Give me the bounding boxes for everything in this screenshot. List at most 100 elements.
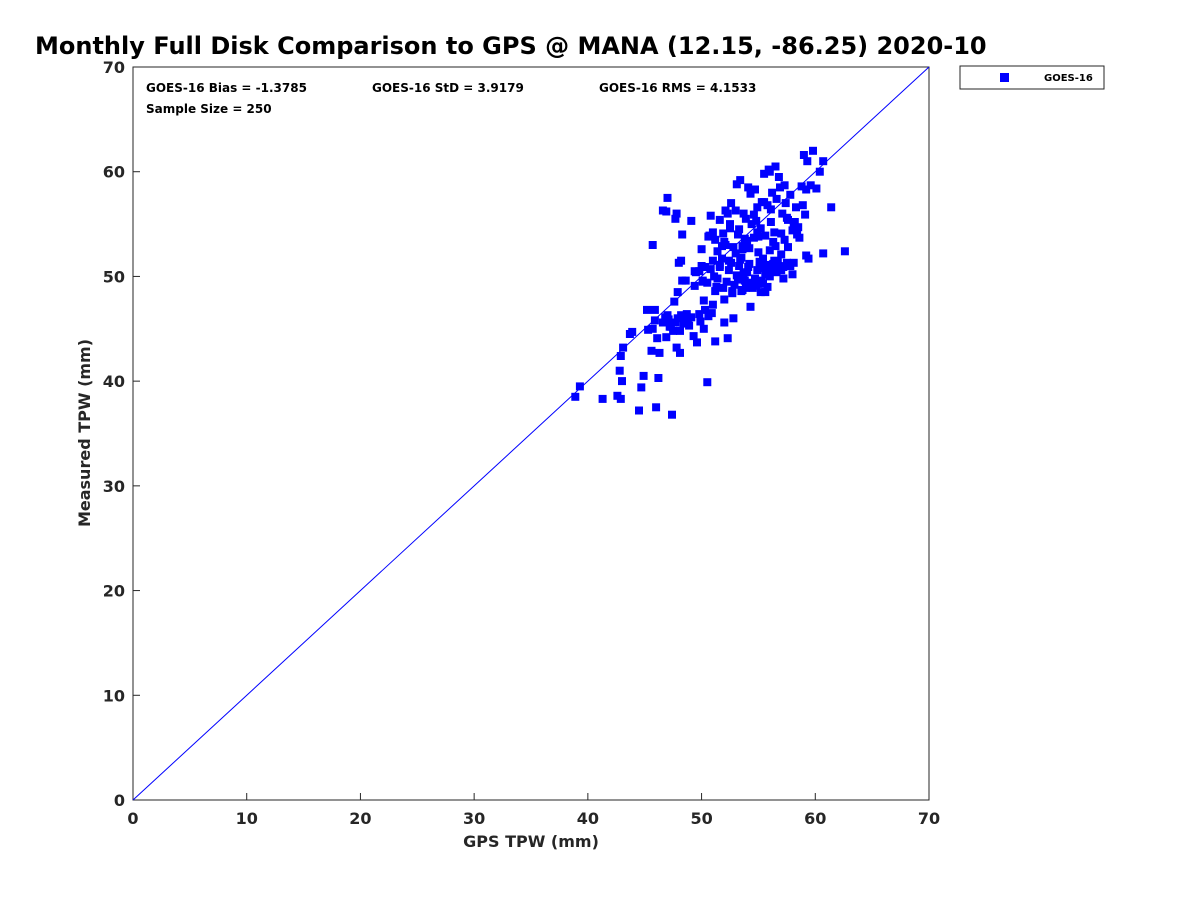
data-point — [643, 305, 651, 314]
data-point — [798, 201, 807, 210]
data-point — [663, 311, 672, 320]
data-point — [773, 257, 782, 266]
data-point — [648, 241, 657, 249]
data-point — [819, 157, 828, 166]
legend: GOES-16 — [959, 65, 1105, 90]
data-point — [732, 271, 741, 280]
data-point — [809, 146, 817, 155]
y-axis-label: Measured TPW (mm) — [75, 339, 94, 527]
data-point — [741, 283, 750, 292]
data-point — [788, 226, 797, 235]
data-point — [752, 216, 761, 225]
data-point — [619, 343, 628, 352]
data-point — [652, 403, 661, 412]
data-point — [746, 302, 755, 311]
data-point — [666, 322, 675, 331]
data-point — [729, 243, 738, 252]
data-point — [754, 232, 763, 241]
data-point — [797, 182, 806, 191]
y-tick-label: 70 — [103, 58, 125, 77]
data-point — [672, 343, 681, 352]
x-axis: 0 10 20 30 40 50 60 70 — [127, 793, 940, 828]
data-point — [730, 280, 739, 289]
data-point — [735, 225, 744, 234]
data-point — [812, 184, 821, 193]
chart-title: Monthly Full Disk Comparison to GPS @ MA… — [35, 32, 987, 60]
data-point — [727, 199, 736, 208]
data-point — [708, 256, 717, 265]
data-point — [739, 209, 748, 218]
data-point — [819, 249, 828, 258]
data-point — [739, 269, 748, 278]
data-point — [731, 206, 740, 215]
data-point — [699, 296, 708, 305]
data-point — [671, 214, 680, 223]
data-point — [784, 243, 792, 252]
bias-stat: GOES-16 Bias = -1.3785 — [146, 81, 307, 95]
data-point — [749, 233, 758, 242]
data-point — [703, 378, 712, 387]
data-point — [703, 278, 712, 287]
data-point — [768, 188, 777, 197]
data-point — [768, 265, 777, 274]
data-point — [658, 318, 667, 327]
data-point — [650, 316, 659, 325]
data-point — [751, 274, 759, 283]
data-point — [712, 282, 721, 291]
data-point — [689, 332, 698, 341]
data-point — [662, 207, 671, 216]
data-point — [770, 228, 779, 237]
data-point — [682, 310, 691, 319]
y-tick-label: 40 — [103, 372, 125, 391]
x-tick-label: 70 — [918, 809, 940, 828]
data-point — [735, 262, 744, 270]
data-point — [669, 326, 678, 335]
data-point — [618, 377, 626, 386]
data-point — [715, 215, 724, 224]
data-point — [726, 224, 734, 233]
data-point — [789, 258, 798, 267]
data-point — [676, 348, 684, 357]
data-point — [756, 224, 765, 233]
data-point — [762, 267, 771, 276]
data-point — [803, 157, 812, 166]
rms-stat: GOES-16 RMS = 4.1533 — [599, 81, 756, 95]
data-point — [795, 233, 804, 242]
data-point — [760, 198, 769, 207]
sample-size-stat: Sample Size = 250 — [146, 102, 272, 116]
data-point — [696, 317, 705, 326]
legend-label: GOES-16 — [1044, 73, 1093, 84]
data-point — [765, 167, 774, 176]
data-point — [706, 211, 715, 220]
data-point — [711, 287, 720, 296]
x-tick-label: 30 — [463, 809, 485, 828]
data-point — [756, 288, 765, 297]
data-point — [747, 278, 756, 287]
data-point — [690, 281, 699, 290]
data-point — [765, 272, 774, 281]
data-point — [753, 228, 762, 237]
data-point — [723, 334, 732, 343]
data-point — [662, 333, 671, 342]
data-point — [772, 268, 781, 277]
data-point — [744, 263, 753, 271]
data-point — [731, 249, 740, 258]
data-point — [683, 314, 692, 323]
data-point — [691, 268, 700, 277]
y-tick-label: 0 — [114, 791, 125, 810]
data-point — [840, 247, 849, 256]
data-point — [736, 255, 745, 264]
data-point — [676, 326, 684, 335]
data-point — [693, 338, 701, 347]
data-point — [777, 250, 786, 259]
data-point — [778, 209, 787, 218]
data-point — [806, 181, 815, 190]
data-point — [707, 309, 716, 318]
data-point — [745, 244, 754, 253]
data-point — [761, 231, 770, 240]
data-point — [774, 173, 783, 181]
data-point — [711, 235, 720, 244]
data-point — [736, 176, 745, 185]
data-point — [734, 275, 742, 284]
